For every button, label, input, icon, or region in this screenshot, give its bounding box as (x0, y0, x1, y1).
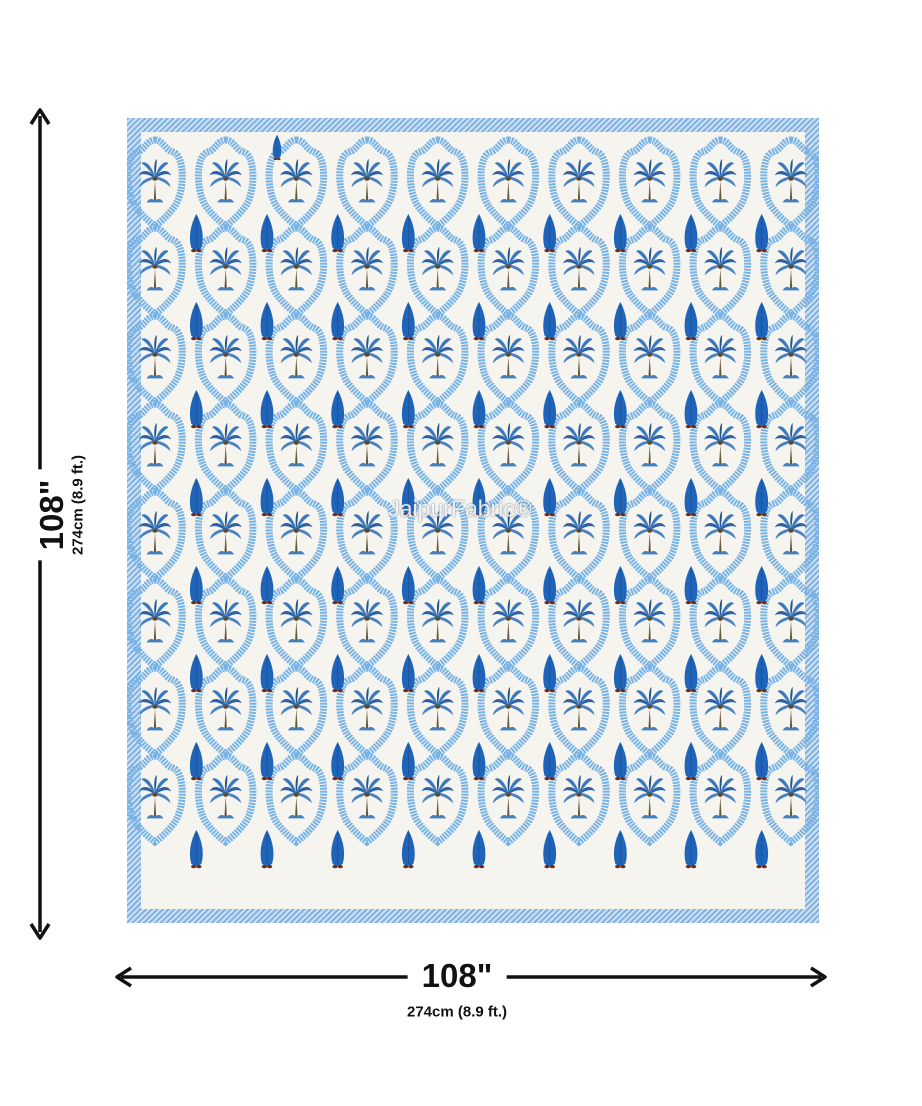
height-label: 108" (33, 469, 71, 561)
width-sub-label: 274cm (8.9 ft.) (406, 1003, 508, 1021)
bedsheet-pattern (127, 118, 819, 923)
ogee-cell (406, 752, 469, 847)
arrow-down-icon (29, 923, 51, 940)
ogee-cell (127, 752, 186, 847)
ogee-cell (760, 752, 819, 847)
ogee-lattice (127, 136, 819, 847)
ogee-cell (265, 752, 328, 847)
ogee-cell (548, 752, 610, 847)
ogee-cell (618, 752, 681, 847)
ogee-cell (477, 752, 540, 847)
arrow-left-icon (115, 966, 132, 988)
arrow-right-icon (810, 966, 827, 988)
sheet-field (141, 132, 805, 909)
width-label: 108" (407, 957, 507, 995)
height-sub-label: 274cm (8.9 ft.) (69, 454, 87, 556)
ogee-cell (689, 752, 752, 847)
arrow-up-icon (29, 108, 51, 125)
ogee-cell (336, 752, 398, 847)
ogee-cell (194, 752, 257, 847)
bedsheet-image (127, 118, 819, 923)
